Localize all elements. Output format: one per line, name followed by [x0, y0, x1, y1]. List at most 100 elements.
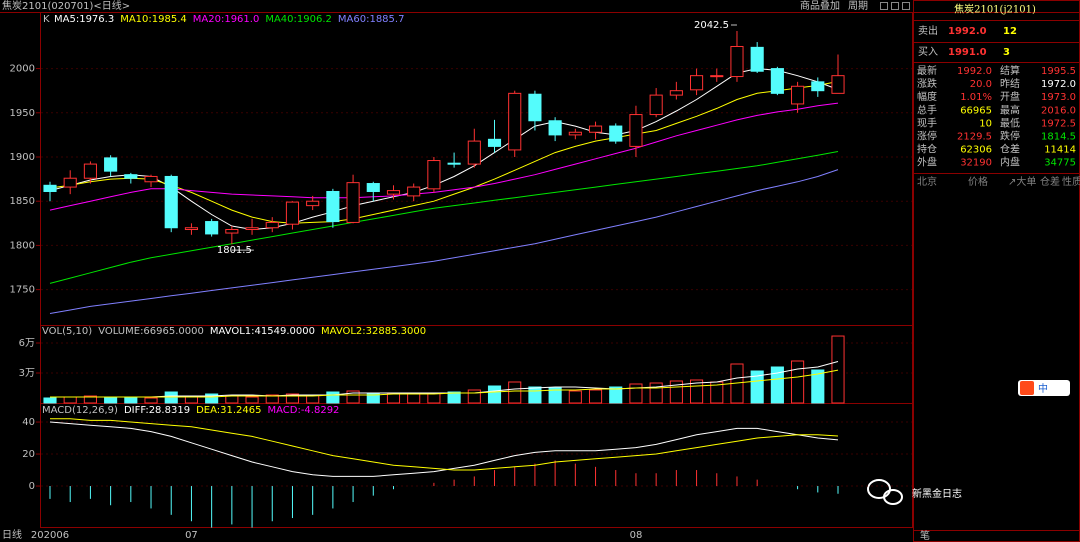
quote-label: 昨结 [1000, 77, 1020, 90]
candle-body [184, 227, 198, 231]
candle-body [43, 184, 57, 192]
volume-bar [750, 370, 764, 404]
overlay-button[interactable]: 商品叠加 [800, 0, 840, 12]
quote-label: 最新 [917, 64, 937, 77]
quote-label: 开盘 [1000, 90, 1020, 103]
candle-body [690, 75, 704, 91]
candle-body [124, 174, 138, 179]
volume-bar [104, 396, 118, 404]
legend-entry: MA20:1961.0 [193, 14, 260, 25]
candle-body [649, 94, 663, 116]
quote-value: 1992.0 [957, 66, 992, 77]
period-button[interactable]: 周期 [848, 0, 868, 12]
tick-header: 价格 [968, 175, 988, 188]
quote-label: 跌停 [1000, 130, 1020, 143]
quote-value: 1972.0 [1041, 79, 1076, 90]
quote-value: 62306 [960, 145, 992, 156]
legend-entry: MAVOL1:41549.0000 [210, 326, 315, 337]
buy-label: 买入 [918, 46, 938, 58]
volume-bar [346, 390, 360, 404]
ma-line [49, 151, 839, 284]
tick-header: 性质 [1062, 175, 1080, 188]
diff-line [49, 421, 839, 477]
quote-label: 持仓 [917, 143, 937, 156]
quote-value: 10 [979, 118, 992, 129]
quote-value: 1814.5 [1041, 132, 1076, 143]
candle-body [164, 175, 178, 229]
candle-body [285, 201, 300, 225]
candle-body [63, 177, 77, 188]
y-tick-label: 1800 [10, 240, 35, 251]
volume-bar [225, 395, 239, 404]
quote-label: 总手 [917, 103, 937, 116]
annotation: 1801.5 [217, 245, 252, 256]
volume-bar [366, 393, 380, 404]
period-tab[interactable]: 日线 [2, 528, 22, 541]
candle-body [427, 160, 441, 190]
x-tick-label: 08 [630, 530, 643, 541]
x-tick-label: 07 [185, 530, 198, 541]
quote-label: 涨跌 [917, 77, 937, 90]
window-button[interactable] [891, 2, 899, 10]
buy-price: 1991.0 [948, 47, 987, 58]
legend-entry: MACD(12,26,9) [42, 405, 118, 416]
volume-bar [528, 386, 542, 404]
y-tick-label: 1950 [10, 108, 35, 119]
candle-body [83, 163, 97, 179]
legend-entry: MACD:-4.8292 [267, 405, 339, 416]
volume-bar [467, 389, 481, 404]
volume-bar [447, 391, 461, 404]
ime-badge-text: 中 [1038, 382, 1048, 395]
candle-body [144, 175, 158, 183]
volume-bar [205, 393, 219, 404]
window-button[interactable] [902, 2, 910, 10]
quote-value: 32190 [960, 158, 992, 169]
ma-line [49, 81, 839, 224]
candle-body [528, 93, 542, 122]
legend-entry: MA5:1976.3 [54, 14, 114, 25]
sell-price: 1992.0 [948, 26, 987, 37]
buy-qty: 3 [1003, 47, 1010, 58]
side-tab[interactable]: 笔 [920, 529, 930, 542]
window-title: 焦炭2101(020701)<日线> [2, 0, 130, 12]
volume-bar [629, 383, 643, 404]
volume-bar [285, 393, 300, 404]
candle-body [730, 45, 744, 78]
candle-body [508, 92, 522, 151]
mavol-line [50, 369, 839, 398]
window-buttons [880, 2, 910, 10]
quote-value: 2129.5 [957, 132, 992, 143]
panel-label: K [43, 14, 50, 25]
y-tick-label: 1750 [10, 285, 35, 296]
y-tick-label: 1900 [10, 152, 35, 163]
candle-body [104, 157, 118, 172]
candle-body [245, 227, 259, 231]
annotation: 2042.5 [694, 20, 729, 31]
window-button[interactable] [880, 2, 888, 10]
volume-bar [831, 335, 845, 404]
candle-body [588, 125, 603, 133]
quote-label: 内盘 [1000, 156, 1020, 169]
tick-header: 北京 [917, 175, 937, 188]
volume-bar [811, 369, 825, 404]
y-tick-label: 2000 [10, 64, 35, 75]
ma-line [49, 169, 839, 314]
candle-body [811, 81, 825, 92]
volume-bar [770, 366, 784, 404]
volume-bar [326, 391, 340, 404]
volume-bar [609, 386, 623, 404]
candle-body [447, 162, 461, 165]
candle-body [407, 186, 421, 197]
dea-line [50, 418, 839, 471]
x-tick-label: 202006 [31, 530, 69, 541]
candle-body [225, 229, 239, 234]
quote-value: 66965 [960, 105, 992, 116]
volume-bar [124, 397, 138, 404]
volume-bar [63, 396, 77, 404]
volume-bar [548, 387, 562, 404]
candle-body [831, 75, 845, 94]
quote-label: 结算 [1000, 64, 1020, 77]
volume-bar [83, 395, 97, 404]
candle-body [467, 140, 481, 165]
candle-body [750, 46, 764, 72]
